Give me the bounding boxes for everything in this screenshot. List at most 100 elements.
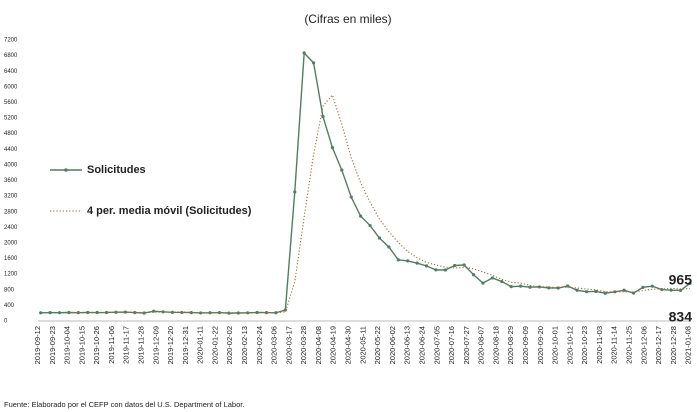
x-tick-label: 2020-08-18 xyxy=(491,326,500,364)
x-tick-label: 2019-10-15 xyxy=(77,326,86,364)
x-tick-label: 2020-07-05 xyxy=(432,326,441,364)
y-tick-label: 6000 xyxy=(4,84,18,90)
x-tick-label: 2020-12-28 xyxy=(669,326,678,364)
point-marker xyxy=(48,311,52,315)
point-marker xyxy=(387,245,391,249)
series-line xyxy=(68,93,691,314)
point-marker xyxy=(443,268,447,272)
y-tick-label: 3200 xyxy=(4,194,18,200)
point-marker xyxy=(613,290,617,294)
x-tick-label: 2020-04-30 xyxy=(344,326,353,364)
y-tick-label: 1600 xyxy=(4,256,18,262)
x-tick-label: 2020-06-02 xyxy=(388,326,397,364)
point-marker xyxy=(406,259,410,263)
x-tick-label: 2020-10-01 xyxy=(551,326,560,364)
point-marker xyxy=(264,310,269,315)
x-tick-label: 2019-11-17 xyxy=(122,326,131,364)
point-marker xyxy=(584,290,589,294)
point-marker xyxy=(330,146,335,150)
point-marker xyxy=(377,236,382,240)
x-tick-label: 2020-04-08 xyxy=(314,326,323,364)
point-marker xyxy=(396,258,400,262)
y-tick-label: 800 xyxy=(4,287,15,293)
x-tick-label: 2020-02-02 xyxy=(225,326,234,364)
point-marker xyxy=(509,285,513,289)
y-tick-label: 4000 xyxy=(4,162,18,168)
x-tick-label: 2019-11-06 xyxy=(107,326,116,364)
point-marker xyxy=(246,311,250,315)
x-tick-label: 2020-03-06 xyxy=(270,326,279,364)
x-tick-label: 2019-11-28 xyxy=(136,326,145,364)
chart-title: (Cifras en miles) xyxy=(304,12,391,26)
point-marker xyxy=(603,291,607,295)
point-marker xyxy=(359,214,363,218)
y-tick-label: 1200 xyxy=(4,272,18,278)
end-value-label: 965 xyxy=(669,272,693,288)
point-marker xyxy=(453,263,457,268)
point-marker xyxy=(641,285,645,289)
legend-marker xyxy=(64,168,68,172)
x-tick-label: 2020-09-09 xyxy=(521,326,530,364)
y-tick-label: 5600 xyxy=(4,100,18,106)
legend-label: Solicitudes xyxy=(87,164,146,176)
y-tick-label: 6800 xyxy=(4,53,18,59)
point-marker xyxy=(274,311,278,315)
x-tick-label: 2021-01-08 xyxy=(684,326,693,364)
x-tick-label: 2020-11-25 xyxy=(624,326,633,364)
point-marker xyxy=(688,281,692,285)
point-marker xyxy=(519,284,523,288)
point-marker xyxy=(349,195,353,199)
legend-label: 4 per. media móvil (Solicitudes) xyxy=(87,205,252,217)
y-tick-label: 3600 xyxy=(4,178,18,184)
x-tick-label: 2020-09-20 xyxy=(536,326,545,364)
point-marker xyxy=(293,190,297,194)
point-marker xyxy=(76,311,80,315)
point-marker xyxy=(123,310,127,314)
x-tick-label: 2020-06-13 xyxy=(403,326,412,364)
x-tick-label: 2019-12-31 xyxy=(181,326,190,364)
point-marker xyxy=(39,311,43,315)
point-marker xyxy=(424,264,429,268)
point-marker xyxy=(415,261,419,265)
point-marker xyxy=(594,289,598,294)
x-tick-label: 2020-12-06 xyxy=(639,326,648,364)
x-tick-label: 2020-10-23 xyxy=(580,326,589,364)
y-tick-label: 5200 xyxy=(4,116,18,122)
x-tick-label: 2020-05-11 xyxy=(358,326,367,364)
point-marker xyxy=(500,279,504,284)
y-tick-label: 0 xyxy=(4,319,8,325)
x-tick-label: 2020-05-22 xyxy=(373,326,382,364)
point-marker xyxy=(669,288,673,292)
y-tick-label: 400 xyxy=(4,303,15,309)
y-tick-label: 2400 xyxy=(4,225,18,231)
point-marker xyxy=(434,268,438,272)
x-tick-label: 2020-04-19 xyxy=(329,326,338,364)
point-marker xyxy=(481,281,485,285)
source-note: Fuente: Elaborado por el CEFP con datos … xyxy=(4,400,244,409)
point-marker xyxy=(311,61,316,65)
y-tick-label: 7200 xyxy=(4,38,18,44)
point-marker xyxy=(57,311,62,315)
point-marker xyxy=(236,311,240,315)
x-tick-label: 2019-10-26 xyxy=(92,326,101,364)
point-marker xyxy=(678,288,683,293)
series-line xyxy=(40,51,691,314)
x-tick-label: 2020-07-27 xyxy=(462,326,471,364)
x-tick-label: 2020-11-14 xyxy=(610,326,619,364)
x-tick-label: 2020-03-28 xyxy=(299,326,308,364)
x-tick-label: 2020-10-12 xyxy=(565,326,574,364)
y-tick-label: 4400 xyxy=(4,147,18,153)
x-tick-label: 2020-01-11 xyxy=(196,326,205,364)
point-marker xyxy=(462,263,466,267)
point-marker xyxy=(114,310,118,314)
point-marker xyxy=(575,288,579,292)
x-tick-label: 2020-06-24 xyxy=(417,326,426,364)
y-tick-label: 2000 xyxy=(4,241,18,247)
point-marker xyxy=(528,285,532,289)
x-tick-label: 2020-03-17 xyxy=(284,326,293,364)
point-marker xyxy=(104,310,109,315)
point-marker xyxy=(537,285,542,289)
x-tick-label: 2019-12-09 xyxy=(151,326,160,364)
point-marker xyxy=(622,288,626,292)
